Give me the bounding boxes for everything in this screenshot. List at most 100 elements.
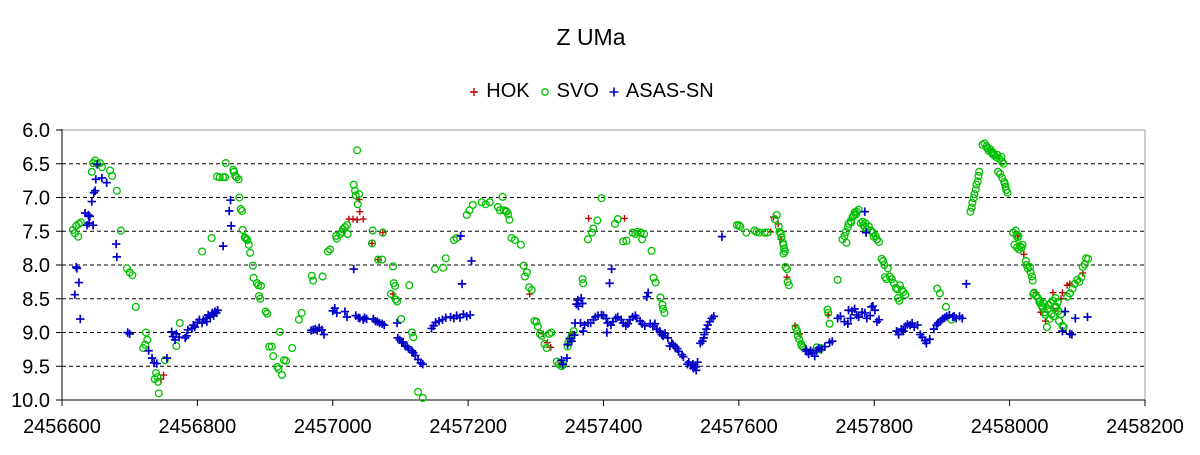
svo-data-point <box>141 328 150 337</box>
asas-sn-data-point <box>112 252 122 262</box>
asas-sn-data-point <box>810 351 819 361</box>
svo-data-point <box>734 221 743 230</box>
svo-data-point <box>647 246 656 255</box>
asas-sn-data-point <box>360 313 369 322</box>
asas-sn-data-point <box>578 326 588 336</box>
legend-item-svo: SVO <box>539 80 599 103</box>
legend-label-asas-sn: ASAS-SN <box>625 80 714 102</box>
svo-data-point <box>221 173 230 182</box>
svo-data-point <box>658 300 667 309</box>
asas-sn-data-point <box>861 228 871 237</box>
svo-data-point <box>860 223 869 232</box>
svo-data-point <box>277 370 287 380</box>
asas-sn-data-point <box>899 326 908 336</box>
svo-data-point <box>353 146 362 155</box>
asas-sn-data-point <box>843 319 853 328</box>
asas-sn-data-point <box>692 366 701 375</box>
asas-sn-data-point <box>418 360 427 369</box>
asas-sn-data-point <box>70 290 80 299</box>
asas-sn-data-point <box>76 314 85 324</box>
svo-data-point <box>519 261 528 270</box>
asas-sn-data-point <box>227 221 236 231</box>
svo-data-point <box>852 207 861 216</box>
svo-data-point <box>108 171 117 180</box>
y-tick-label: 8.5 <box>22 289 50 311</box>
svo-data-point <box>1018 240 1027 249</box>
asas-sn-data-point <box>925 335 934 344</box>
svo-data-point <box>1068 284 1077 293</box>
asas-sn-data-point <box>605 279 614 288</box>
asas-sn-data-point <box>872 317 882 326</box>
svo-data-point <box>355 190 364 199</box>
svo-data-point <box>975 167 984 176</box>
svo-data-point <box>1042 323 1051 332</box>
svo-data-point <box>583 235 592 244</box>
asas-sn-data-point <box>850 304 859 314</box>
svo-data-point <box>795 335 804 344</box>
svo-data-point <box>160 356 169 365</box>
svo-data-point <box>367 239 377 248</box>
svo-data-point <box>154 377 163 386</box>
asas-sn-data-point <box>319 330 329 339</box>
asas-sn-data-point <box>860 308 869 318</box>
asas-sn-data-point <box>846 314 855 323</box>
svo-data-point <box>267 342 276 351</box>
svo-data-point <box>256 294 265 303</box>
svo-data-point <box>775 227 784 236</box>
svo-data-point <box>273 362 282 371</box>
svo-data-point <box>781 262 790 272</box>
svo-data-point <box>638 235 647 244</box>
asas-sn-data-point <box>162 353 172 363</box>
svo-data-point <box>275 327 285 336</box>
svo-data-point <box>640 229 649 239</box>
asas-sn-data-point <box>152 359 161 368</box>
svo-data-point <box>516 240 525 249</box>
svo-data-point <box>498 192 507 201</box>
svo-data-point <box>252 279 261 288</box>
svo-data-point <box>651 278 660 287</box>
svo-data-point <box>152 368 161 378</box>
svo-data-point <box>1043 305 1052 314</box>
svo-data-point <box>1077 273 1086 282</box>
svo-data-point <box>407 328 416 337</box>
svo-data-point <box>613 215 622 224</box>
svo-data-point <box>288 343 297 353</box>
svo-data-point <box>232 173 241 182</box>
svo-data-point <box>966 207 975 216</box>
svo-data-point <box>106 166 115 175</box>
svo-data-point <box>318 272 327 281</box>
asas-sn-data-point <box>640 321 649 330</box>
svo-data-point <box>883 264 892 273</box>
asas-sn-data-point <box>332 308 342 318</box>
svo-data-point <box>504 210 513 219</box>
asas-sn-data-point <box>84 210 93 220</box>
svo-data-point <box>587 228 597 237</box>
asas-sn-data-point <box>1083 312 1092 322</box>
asas-sn-data-point <box>74 278 84 287</box>
series-svo <box>68 139 1093 403</box>
svo-data-point <box>246 248 255 257</box>
svo-data-point <box>342 221 352 230</box>
svo-data-point <box>522 268 532 277</box>
svo-data-point <box>533 322 542 331</box>
svo-data-point <box>763 228 772 237</box>
svo-data-point <box>994 167 1003 176</box>
svo-data-point <box>631 229 640 239</box>
svo-data-point <box>243 235 252 245</box>
hok-data-point <box>368 240 376 247</box>
asas-sn-data-point <box>92 160 102 169</box>
asas-sn-data-point <box>379 320 389 330</box>
svo-data-point <box>74 219 83 228</box>
svo-data-point <box>967 203 976 212</box>
asas-sn-data-point <box>226 196 235 205</box>
svo-data-point <box>76 218 86 227</box>
svo-data-point <box>221 159 230 168</box>
svo-data-point <box>172 341 181 351</box>
svo-data-point <box>281 356 291 365</box>
svo-data-point <box>297 308 306 317</box>
svo-data-point <box>244 240 253 249</box>
hok-data-point <box>526 290 534 298</box>
asas-sn-data-point <box>576 318 585 328</box>
svo-data-point <box>777 233 786 242</box>
x-tick-label: 2457200 <box>429 416 507 438</box>
